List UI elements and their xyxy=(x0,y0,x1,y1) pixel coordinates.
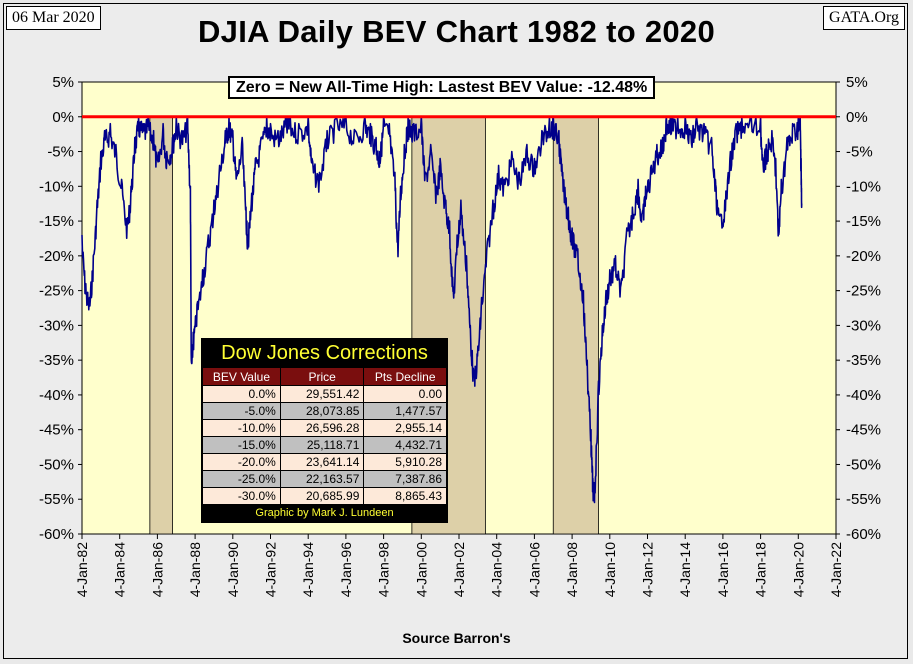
y-tick-label-left: 5% xyxy=(52,74,74,91)
x-tick-label: 4-Jan-10 xyxy=(602,542,618,597)
y-tick-label-left: 0% xyxy=(52,109,74,126)
table-header-bev: BEV Value xyxy=(202,367,281,386)
x-tick-label: 4-Jan-00 xyxy=(413,542,429,597)
x-axis: 4-Jan-82 4-Jan-84 4-Jan-86 4-Jan-88 4-Jan-90… xyxy=(74,534,844,597)
table-cell-decline: 4,432.71 xyxy=(363,436,447,454)
y-tick-label-left: -60% xyxy=(39,526,74,543)
y-tick-label-left: -35% xyxy=(39,352,74,369)
table-cell-decline: 1,477.57 xyxy=(363,402,447,420)
x-tick-label: 4-Jan-88 xyxy=(187,542,203,597)
table-cell-decline: 8,865.43 xyxy=(363,487,447,505)
x-tick-label: 4-Jan-98 xyxy=(376,542,392,597)
table-cell-decline: 0.00 xyxy=(363,385,447,403)
annotation-box: Zero = New All-Time High: Lastest BEV Va… xyxy=(228,76,656,99)
y-tick-label-right: -45% xyxy=(846,422,881,439)
x-tick-label: 4-Jan-90 xyxy=(225,542,241,597)
corrections-table: Dow Jones Corrections BEV Value Price Pt… xyxy=(201,338,448,523)
x-tick-label: 4-Jan-92 xyxy=(263,542,279,597)
y-tick-label-right: -55% xyxy=(846,491,881,508)
table-row: 0.0% 29,551.42 0.00 xyxy=(202,385,447,403)
table-cell-bev: -5.0% xyxy=(202,402,281,420)
y-tick-label-left: -25% xyxy=(39,283,74,300)
shaded-period-3 xyxy=(552,116,599,535)
y-tick-label-left: -55% xyxy=(39,491,74,508)
y-tick-label-left: -20% xyxy=(39,248,74,265)
x-tick-label: 4-Jan-82 xyxy=(74,542,90,597)
corrections-table-title: Dow Jones Corrections xyxy=(221,342,428,364)
y-tick-label-right: -50% xyxy=(846,456,881,473)
y-tick-label-right: -10% xyxy=(846,178,881,195)
table-cell-price: 26,596.28 xyxy=(279,419,365,437)
table-row: -20.0% 23,641.14 5,910.28 xyxy=(202,453,447,471)
y-tick-label-left: -50% xyxy=(39,456,74,473)
date-label: 06 Mar 2020 xyxy=(6,6,101,30)
table-cell-price: 22,163.57 xyxy=(279,470,365,488)
table-row: -5.0% 28,073.85 1,477.57 xyxy=(202,402,447,420)
x-tick-label: 4-Jan-16 xyxy=(715,542,731,597)
y-tick-label-left: -15% xyxy=(39,213,74,230)
y-tick-label-left: -40% xyxy=(39,387,74,404)
x-tick-label: 4-Jan-18 xyxy=(753,542,769,597)
x-tick-label: 4-Jan-02 xyxy=(451,542,467,597)
source-label: Source Barron's xyxy=(402,630,511,646)
site-label: GATA.Org xyxy=(823,6,905,30)
table-row: -15.0% 25,118.71 4,432.71 xyxy=(202,436,447,454)
y-tick-label-right: -25% xyxy=(846,283,881,300)
y-axis: 5% 5% 0% 0% -5% -5% -10% -10% -15% -15% -20% -20% -2… xyxy=(39,74,881,543)
table-cell-bev: -20.0% xyxy=(202,453,281,471)
chart-title: DJIA Daily BEV Chart 1982 to 2020 xyxy=(197,14,716,49)
table-row: -10.0% 26,596.28 2,955.14 xyxy=(202,419,447,437)
x-tick-label: 4-Jan-20 xyxy=(790,542,806,597)
y-tick-label-left: -30% xyxy=(39,317,74,334)
table-cell-price: 23,641.14 xyxy=(279,453,365,471)
table-row: -30.0% 20,685.99 8,865.43 xyxy=(202,487,447,505)
table-cell-decline: 5,910.28 xyxy=(363,453,447,471)
x-tick-label: 4-Jan-12 xyxy=(640,542,656,597)
x-tick-label: 4-Jan-94 xyxy=(300,542,316,597)
y-tick-label-right: -20% xyxy=(846,248,881,265)
x-tick-label: 4-Jan-08 xyxy=(564,542,580,597)
table-header-pts-decline: Pts Decline xyxy=(363,367,447,386)
x-tick-label: 4-Jan-96 xyxy=(338,542,354,597)
shaded-period-1 xyxy=(149,116,173,535)
y-tick-label-right: -40% xyxy=(846,387,881,404)
x-tick-label: 4-Jan-86 xyxy=(149,542,165,597)
table-cell-bev: 0.0% xyxy=(202,385,281,403)
corrections-table-header-row: BEV Value Price Pts Decline xyxy=(202,367,447,386)
table-row: -25.0% 22,163.57 7,387.86 xyxy=(202,470,447,488)
y-tick-label-right: 5% xyxy=(846,74,868,91)
x-tick-label: 4-Jan-84 xyxy=(112,542,128,597)
table-header-price: Price xyxy=(279,367,365,386)
shaded-periods xyxy=(149,116,599,535)
y-tick-label-left: -45% xyxy=(39,422,74,439)
y-tick-label-right: -60% xyxy=(846,526,881,543)
y-tick-label-right: -35% xyxy=(846,352,881,369)
table-cell-bev: -25.0% xyxy=(202,470,281,488)
graphic-credit: Graphic by Mark J. Lundeen xyxy=(255,507,394,519)
table-cell-price: 29,551.42 xyxy=(279,385,365,403)
x-tick-label: 4-Jan-22 xyxy=(828,542,844,597)
x-tick-label: 4-Jan-06 xyxy=(526,542,542,597)
y-tick-label-left: -5% xyxy=(47,144,74,161)
y-tick-label-right: 0% xyxy=(846,109,868,126)
y-tick-label-right: -15% xyxy=(846,213,881,230)
table-cell-decline: 7,387.86 xyxy=(363,470,447,488)
table-cell-price: 25,118.71 xyxy=(279,436,365,454)
table-cell-bev: -30.0% xyxy=(202,487,281,505)
x-tick-label: 4-Jan-04 xyxy=(489,542,505,597)
y-tick-label-right: -30% xyxy=(846,317,881,334)
table-cell-price: 20,685.99 xyxy=(279,487,365,505)
table-cell-decline: 2,955.14 xyxy=(363,419,447,437)
table-cell-bev: -15.0% xyxy=(202,436,281,454)
x-tick-label: 4-Jan-14 xyxy=(677,542,693,597)
table-cell-price: 28,073.85 xyxy=(279,402,365,420)
table-cell-bev: -10.0% xyxy=(202,419,281,437)
y-tick-label-left: -10% xyxy=(39,178,74,195)
y-tick-label-right: -5% xyxy=(846,144,873,161)
